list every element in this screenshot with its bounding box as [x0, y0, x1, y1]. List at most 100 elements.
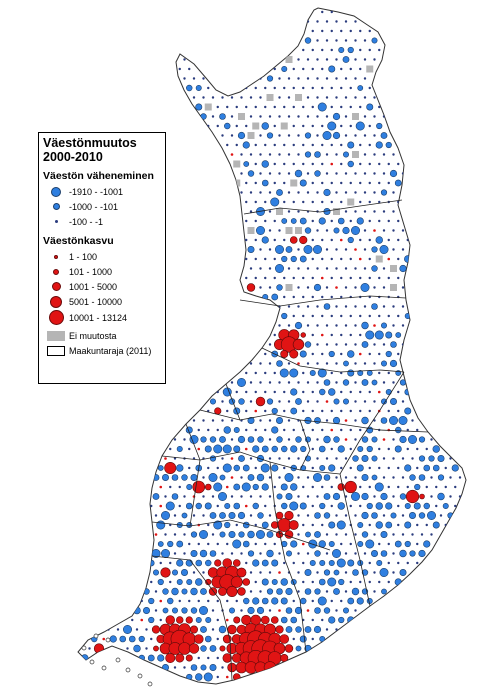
legend-growth-s: 101 - 1000	[43, 264, 161, 279]
small-decrease-symbol	[287, 115, 291, 118]
decrease-symbol	[204, 502, 212, 510]
small-decrease-symbol	[192, 77, 196, 80]
small-decrease-symbol	[368, 124, 371, 128]
decrease-symbol	[232, 539, 242, 549]
small-decrease-symbol	[302, 200, 305, 204]
small-decrease-symbol	[349, 86, 352, 90]
decrease-symbol	[176, 559, 184, 567]
small-decrease-symbol	[254, 390, 257, 394]
small-decrease-symbol	[425, 523, 428, 527]
small-decrease-symbol	[311, 618, 314, 622]
decrease-symbol	[356, 217, 364, 225]
small-decrease-symbol	[297, 552, 300, 555]
small-decrease-symbol	[226, 599, 229, 603]
small-decrease-symbol	[359, 409, 362, 413]
small-decrease-symbol	[359, 314, 362, 318]
decrease-symbol	[219, 113, 226, 120]
decrease-symbol	[276, 588, 283, 595]
small-decrease-symbol	[245, 219, 248, 223]
legend-growth-xl: 10001 - 13124	[43, 309, 161, 326]
growth-symbol	[160, 567, 171, 578]
small-decrease-symbol	[259, 96, 262, 99]
decrease-symbol	[361, 436, 369, 443]
decrease-symbol	[376, 559, 383, 566]
small-decrease-symbol	[273, 276, 276, 280]
decrease-symbol	[361, 511, 369, 520]
small-decrease-symbol	[249, 96, 253, 99]
small-decrease-symbol	[401, 305, 405, 308]
small-decrease-symbol	[392, 191, 395, 194]
small-decrease-symbol	[335, 96, 338, 99]
small-decrease-symbol	[287, 419, 291, 422]
small-decrease-symbol	[221, 96, 224, 99]
small-decrease-symbol	[188, 599, 191, 603]
decrease-symbol	[376, 122, 383, 130]
small-decrease-symbol	[254, 466, 257, 470]
decrease-symbol	[347, 559, 355, 567]
small-decrease-symbol	[325, 343, 329, 346]
small-decrease-symbol	[154, 590, 158, 593]
small-decrease-symbol	[406, 561, 409, 565]
small-decrease-symbol	[325, 115, 329, 118]
region-boundary	[299, 419, 311, 471]
small-decrease-symbol	[335, 305, 338, 308]
small-decrease-symbol	[292, 86, 295, 90]
small-decrease-symbol	[454, 504, 457, 508]
small-decrease-symbol	[378, 219, 381, 223]
decrease-symbol	[357, 445, 364, 452]
small-decrease-symbol	[382, 381, 386, 384]
small-decrease-symbol	[378, 105, 381, 109]
small-decrease-symbol	[268, 571, 272, 574]
decrease-symbol	[276, 189, 283, 196]
decrease-symbol	[328, 350, 335, 358]
small-decrease-symbol	[344, 115, 348, 118]
small-decrease-symbol	[378, 314, 381, 318]
growth-symbol	[165, 615, 175, 625]
small-decrease-symbol	[145, 628, 148, 631]
decrease-symbol	[255, 226, 265, 236]
small-decrease-symbol	[411, 457, 414, 460]
decrease-symbol	[399, 435, 407, 444]
growth-symbol	[178, 642, 191, 655]
small-decrease-symbol	[373, 96, 376, 99]
growth-symbol	[250, 614, 262, 626]
decrease-symbol	[300, 597, 307, 605]
small-decrease-symbol	[401, 248, 405, 251]
small-decrease-symbol	[416, 523, 419, 527]
small-decrease-symbol	[254, 542, 257, 546]
decrease-symbol	[171, 474, 179, 481]
islet	[125, 667, 131, 673]
small-decrease-symbol	[444, 466, 447, 470]
small-decrease-symbol	[283, 238, 286, 242]
decrease-symbol	[285, 246, 293, 253]
small-decrease-symbol	[344, 571, 348, 574]
decrease-symbol	[261, 160, 269, 168]
no-change-symbol	[390, 265, 397, 272]
small-decrease-symbol	[401, 324, 405, 327]
small-decrease-symbol	[169, 580, 172, 584]
small-decrease-symbol	[373, 286, 376, 289]
decrease-symbol	[328, 65, 336, 73]
small-decrease-symbol	[382, 172, 386, 175]
legend-growth-m: 1001 - 5000	[43, 279, 161, 294]
decrease-symbol	[332, 492, 341, 501]
decrease-symbol	[389, 169, 398, 178]
small-decrease-symbol	[378, 181, 381, 185]
decrease-symbol	[399, 493, 407, 500]
legend-growth-l: 5001 - 10000	[43, 294, 161, 309]
decrease-symbol	[317, 368, 327, 378]
small-decrease-symbol	[226, 143, 229, 147]
growth-symbol	[207, 567, 219, 578]
small-decrease-symbol	[330, 599, 333, 603]
small-decrease-symbol	[416, 542, 419, 546]
small-decrease-symbol	[306, 362, 310, 365]
decrease-symbol	[313, 283, 322, 292]
small-decrease-symbol	[397, 162, 400, 166]
small-decrease-symbol	[354, 172, 357, 175]
decrease-symbol	[276, 493, 283, 500]
small-decrease-symbol	[207, 656, 210, 660]
small-decrease-symbol	[230, 381, 234, 384]
small-decrease-symbol	[259, 590, 262, 593]
small-decrease-symbol	[368, 162, 371, 166]
small-decrease-symbol	[268, 343, 272, 346]
